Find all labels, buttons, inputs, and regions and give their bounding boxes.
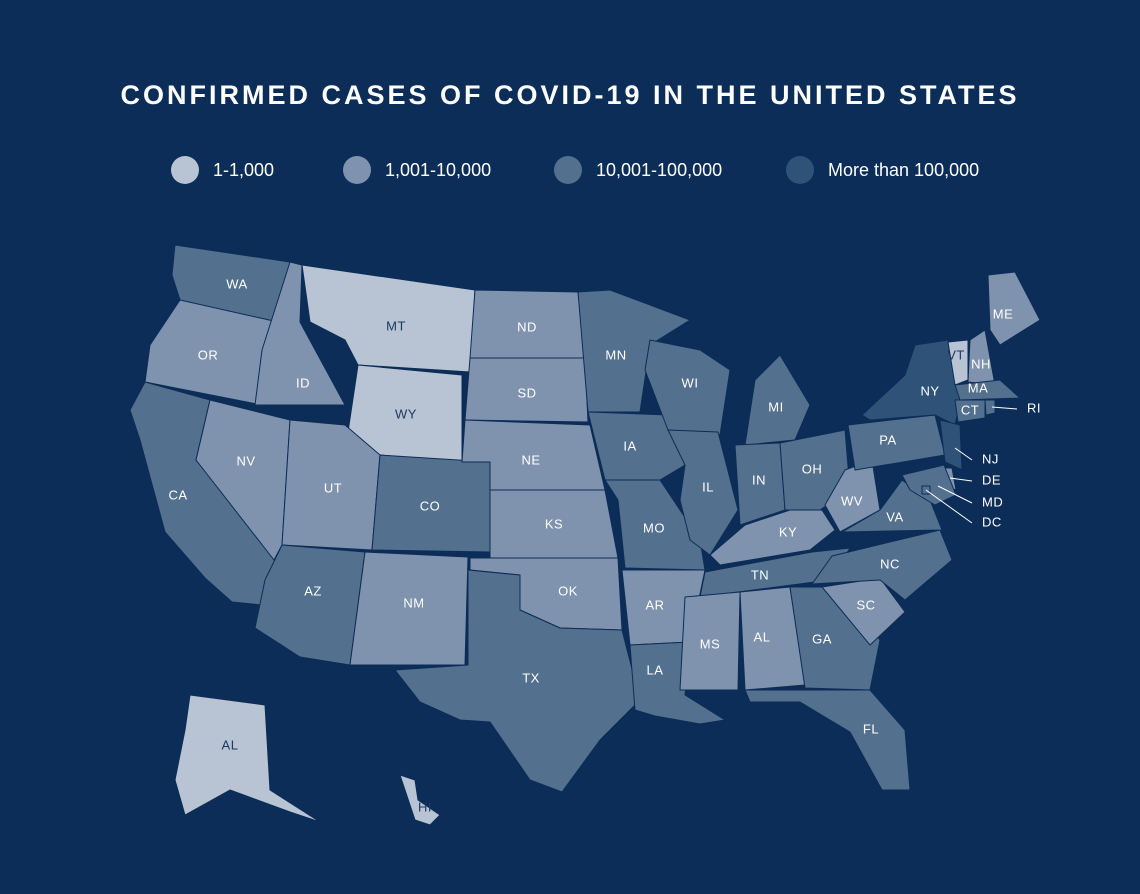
leader-line (925, 489, 973, 524)
state-label: KY (779, 524, 797, 539)
state-label: WI (682, 375, 699, 390)
state-label: AZ (304, 583, 322, 598)
state (644, 339, 731, 436)
state (587, 411, 686, 481)
state-label: NJ (982, 451, 999, 466)
state-label: ME (993, 306, 1014, 321)
state-label: NM (403, 595, 424, 610)
state-label: KS (545, 516, 563, 531)
leader-line (937, 485, 973, 504)
legend-label: 1-1,000 (213, 160, 274, 180)
state-label: ND (517, 319, 537, 334)
state-label: AL (222, 737, 239, 752)
state-label: SD (517, 385, 536, 400)
state-label: OH (802, 461, 823, 476)
leader-line (949, 477, 973, 482)
legend-label: More than 100,000 (828, 160, 979, 180)
state-label: WY (395, 406, 417, 421)
state-label: TN (751, 567, 769, 582)
state-label: AL (754, 629, 771, 644)
state-label: NH (971, 356, 991, 371)
state (954, 379, 1021, 401)
state (144, 299, 279, 406)
legend-swatch (554, 156, 582, 184)
state (984, 399, 996, 416)
state (939, 419, 963, 471)
state-label: LA (647, 662, 664, 677)
state-label: UT (324, 480, 342, 495)
state (667, 429, 739, 556)
state-label: MI (768, 399, 783, 414)
state-label: MA (968, 380, 989, 395)
state-label: OR (198, 347, 219, 362)
state (709, 509, 836, 566)
state-label: TX (522, 670, 540, 685)
legend-swatch (171, 156, 199, 184)
state-label: DE (982, 472, 1001, 487)
legend-label: 1,001-10,000 (385, 160, 491, 180)
state-label: OK (558, 583, 578, 598)
state-label: WV (841, 493, 863, 508)
state-label: DC (982, 514, 1002, 529)
state-label: MO (643, 520, 665, 535)
state-label: VA (886, 509, 903, 524)
state (174, 694, 321, 823)
state-label: AR (645, 597, 664, 612)
state (954, 399, 986, 423)
leader-line (954, 447, 973, 461)
state-label: IN (752, 472, 766, 487)
state-label: VT (947, 347, 965, 362)
state (399, 774, 441, 826)
state (744, 689, 911, 791)
state-label: NE (521, 452, 540, 467)
state-label: MT (386, 318, 406, 333)
state-label: PA (879, 432, 896, 447)
state-label: CO (420, 498, 441, 513)
title: CONFIRMED CASES OF COVID-19 IN THE UNITE… (120, 80, 1019, 110)
state-label: RI (1027, 400, 1041, 415)
state-label: NY (920, 383, 939, 398)
leader-line (991, 406, 1018, 410)
state (987, 271, 1041, 346)
state-label: IA (623, 438, 636, 453)
state-label: CA (168, 487, 187, 502)
state-label: NV (236, 453, 255, 468)
state-label: CT (961, 402, 979, 417)
legend-label: 10,001-100,000 (596, 160, 722, 180)
state (901, 464, 957, 506)
legend-swatch (343, 156, 371, 184)
state (464, 357, 589, 423)
state-label: ID (296, 375, 310, 390)
state-label: MD (982, 494, 1003, 509)
state-label: SC (856, 597, 875, 612)
state-label: NC (880, 556, 900, 571)
state-label: GA (812, 631, 832, 646)
state-label: MN (605, 347, 626, 362)
legend-swatch (786, 156, 814, 184)
state-label: WA (226, 276, 247, 291)
state-label: MS (700, 636, 721, 651)
state (679, 591, 741, 691)
state (394, 569, 641, 793)
state-label: FL (863, 721, 879, 736)
state-label: HI (418, 799, 432, 814)
state-label: IL (702, 479, 714, 494)
